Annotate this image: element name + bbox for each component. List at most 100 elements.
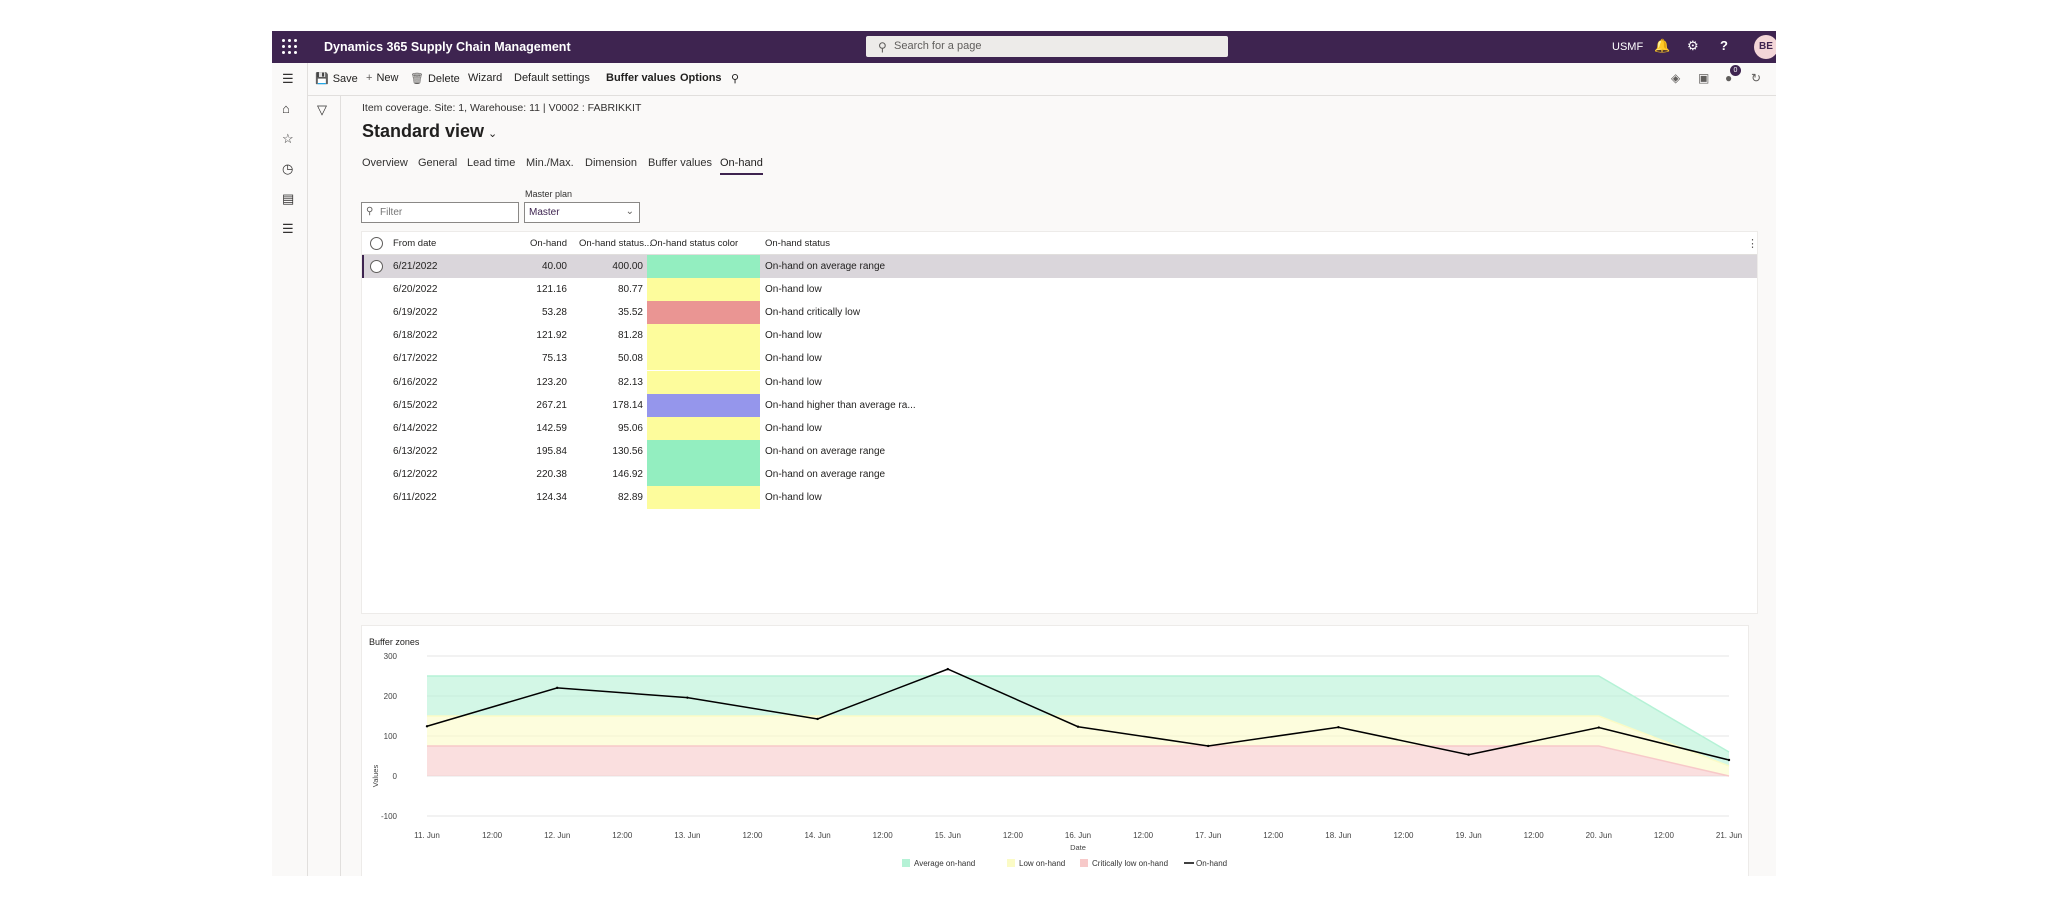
table-row[interactable]: 6/16/2022 123.20 82.13 On-hand low — [362, 370, 1757, 394]
filter-input[interactable] — [378, 204, 516, 221]
delete-button[interactable]: 🗑 Delete — [410, 72, 460, 85]
company-picker[interactable]: USMF — [1612, 41, 1644, 53]
x-tick-label: 13. Jun — [674, 831, 700, 840]
cell-status: On-hand higher than average ra... — [765, 399, 916, 411]
new-button[interactable]: + New — [366, 72, 398, 84]
search-box[interactable]: ⚲ Search for a page — [866, 36, 1228, 57]
data-point — [1207, 744, 1210, 748]
col-from-date[interactable]: From date — [393, 238, 437, 249]
office-icon[interactable]: ▣ — [1698, 71, 1710, 85]
table-row[interactable]: 6/19/2022 53.28 35.52 On-hand critically lo… — [362, 301, 1757, 325]
gear-icon[interactable]: ⚙ — [1687, 38, 1699, 53]
table-row[interactable]: 6/20/2022 121.16 80.77 On-hand low — [362, 278, 1757, 302]
col-status[interactable]: On-hand status — [765, 238, 830, 249]
cell-status: On-hand low — [765, 422, 822, 434]
view-name: Standard view — [362, 121, 485, 141]
plus-icon: + — [366, 72, 373, 84]
top-bar: Dynamics 365 Supply Chain Management ⚲ S… — [272, 31, 1776, 63]
save-button[interactable]: 💾 Save — [315, 72, 358, 85]
table-row[interactable]: 6/11/2022 124.34 82.89 On-hand low — [362, 486, 1757, 509]
delete-label: Delete — [427, 73, 460, 85]
cell-date: 6/14/2022 — [393, 422, 438, 434]
help-icon[interactable]: ? — [1720, 38, 1728, 53]
data-point — [1337, 726, 1340, 729]
data-point — [1076, 725, 1080, 728]
app-title[interactable]: Dynamics 365 Supply Chain Management — [324, 40, 571, 54]
cell-date: 6/16/2022 — [393, 376, 438, 388]
tab-on-hand[interactable]: On-hand — [720, 157, 763, 175]
bell-icon[interactable]: 🔔 — [1654, 38, 1671, 53]
filter-icon[interactable]: ▽ — [317, 102, 327, 117]
workspaces-icon[interactable]: ▤ — [282, 191, 295, 206]
col-on-hand-status-pct[interactable]: On-hand status... — [579, 238, 652, 249]
recent-icon[interactable]: ◷ — [282, 161, 294, 176]
cell-date: 6/15/2022 — [393, 399, 438, 411]
more-options-icon[interactable]: ⋮ — [1747, 238, 1758, 250]
table-row[interactable]: 6/18/2022 121.92 81.28 On-hand low — [362, 324, 1757, 348]
cell-status: On-hand low — [765, 353, 822, 365]
grid-header: From date On-hand On-hand status... On-h… — [362, 232, 1758, 255]
data-point — [1597, 726, 1601, 729]
cell-status-color — [647, 462, 760, 486]
cell-on-hand: 40.00 — [541, 261, 567, 272]
tab-dimension[interactable]: Dimension — [585, 157, 637, 169]
x-tick-label: 11. Jun — [414, 831, 440, 840]
menu-icon[interactable]: ☰ — [282, 71, 294, 86]
table-row[interactable]: 6/12/2022 220.38 146.92 On-hand on average … — [362, 462, 1757, 486]
data-point — [425, 725, 429, 728]
cell-on-hand: 195.84 — [536, 445, 567, 457]
page-title[interactable]: Standard view ⌄ — [362, 121, 497, 142]
home-icon[interactable]: ⌂ — [282, 101, 290, 116]
messages-icon[interactable]: ● — [1725, 71, 1733, 85]
tab-general[interactable]: General — [418, 157, 458, 169]
table-row[interactable]: 6/13/2022 195.84 130.56 On-hand on average … — [362, 439, 1757, 463]
band-edge — [427, 675, 1730, 753]
table-row[interactable]: 6/15/2022 267.21 178.14 On-hand higher than… — [362, 393, 1757, 417]
default-settings-button[interactable]: Default settings — [514, 72, 590, 84]
cell-on-hand-pct: 35.52 — [617, 307, 643, 319]
select-all-radio[interactable] — [370, 237, 383, 250]
avatar[interactable]: BE — [1754, 35, 1776, 59]
refresh-icon[interactable]: ↻ — [1751, 71, 1762, 85]
tab-min-max[interactable]: Min./Max. — [526, 157, 574, 169]
cell-date: 6/19/2022 — [393, 307, 438, 319]
cell-status-color — [647, 486, 760, 509]
col-status-color[interactable]: On-hand status color — [650, 238, 739, 249]
cell-on-hand: 220.38 — [536, 468, 567, 480]
table-row[interactable]: 6/21/2022 40.00 400.00 On-hand on average r… — [362, 255, 1757, 278]
x-axis-title: Date — [1070, 843, 1086, 852]
power-apps-icon[interactable]: ◈ — [1671, 71, 1681, 85]
y-axis-title: Values — [371, 765, 380, 788]
wizard-button[interactable]: Wizard — [468, 72, 503, 84]
legend-label: Average on-hand — [914, 859, 975, 868]
legend-label: On-hand — [1196, 859, 1227, 868]
y-tick-label: 0 — [393, 772, 398, 781]
tab-buffer-values[interactable]: Buffer values — [648, 157, 713, 169]
col-on-hand[interactable]: On-hand — [530, 238, 567, 249]
cell-on-hand-pct: 146.92 — [612, 468, 643, 480]
y-tick-label: -100 — [381, 812, 398, 821]
legend-swatch — [902, 859, 910, 867]
master-plan-select[interactable]: Master ⌄ — [524, 202, 640, 223]
x-tick-label: 12:00 — [742, 831, 763, 840]
options-menu[interactable]: Options — [680, 72, 722, 84]
y-tick-label: 300 — [384, 652, 398, 661]
modules-icon[interactable]: ☰ — [282, 221, 294, 236]
table-row[interactable]: 6/14/2022 142.59 95.06 On-hand low — [362, 416, 1757, 440]
y-tick-label: 100 — [384, 732, 398, 741]
cell-status: On-hand on average range — [765, 468, 886, 480]
cell-status-color — [647, 255, 760, 278]
favorites-icon[interactable]: ☆ — [282, 131, 294, 146]
action-search-icon[interactable]: ⚲ — [731, 73, 740, 85]
row-selection-bar — [362, 255, 364, 278]
table-row[interactable]: 6/17/2022 75.13 50.08 On-hand low — [362, 347, 1757, 371]
legend-label: Critically low on-hand — [1092, 859, 1168, 868]
x-tick-label: 21. Jun — [1716, 831, 1742, 840]
cell-status-color — [647, 324, 760, 348]
cell-on-hand: 142.59 — [536, 422, 567, 434]
app-launcher-icon[interactable] — [282, 39, 298, 55]
tab-overview[interactable]: Overview — [362, 157, 408, 169]
buffer-values-menu[interactable]: Buffer values — [606, 72, 676, 84]
tab-lead-time[interactable]: Lead time — [467, 157, 516, 169]
row-select-radio[interactable] — [370, 260, 383, 273]
